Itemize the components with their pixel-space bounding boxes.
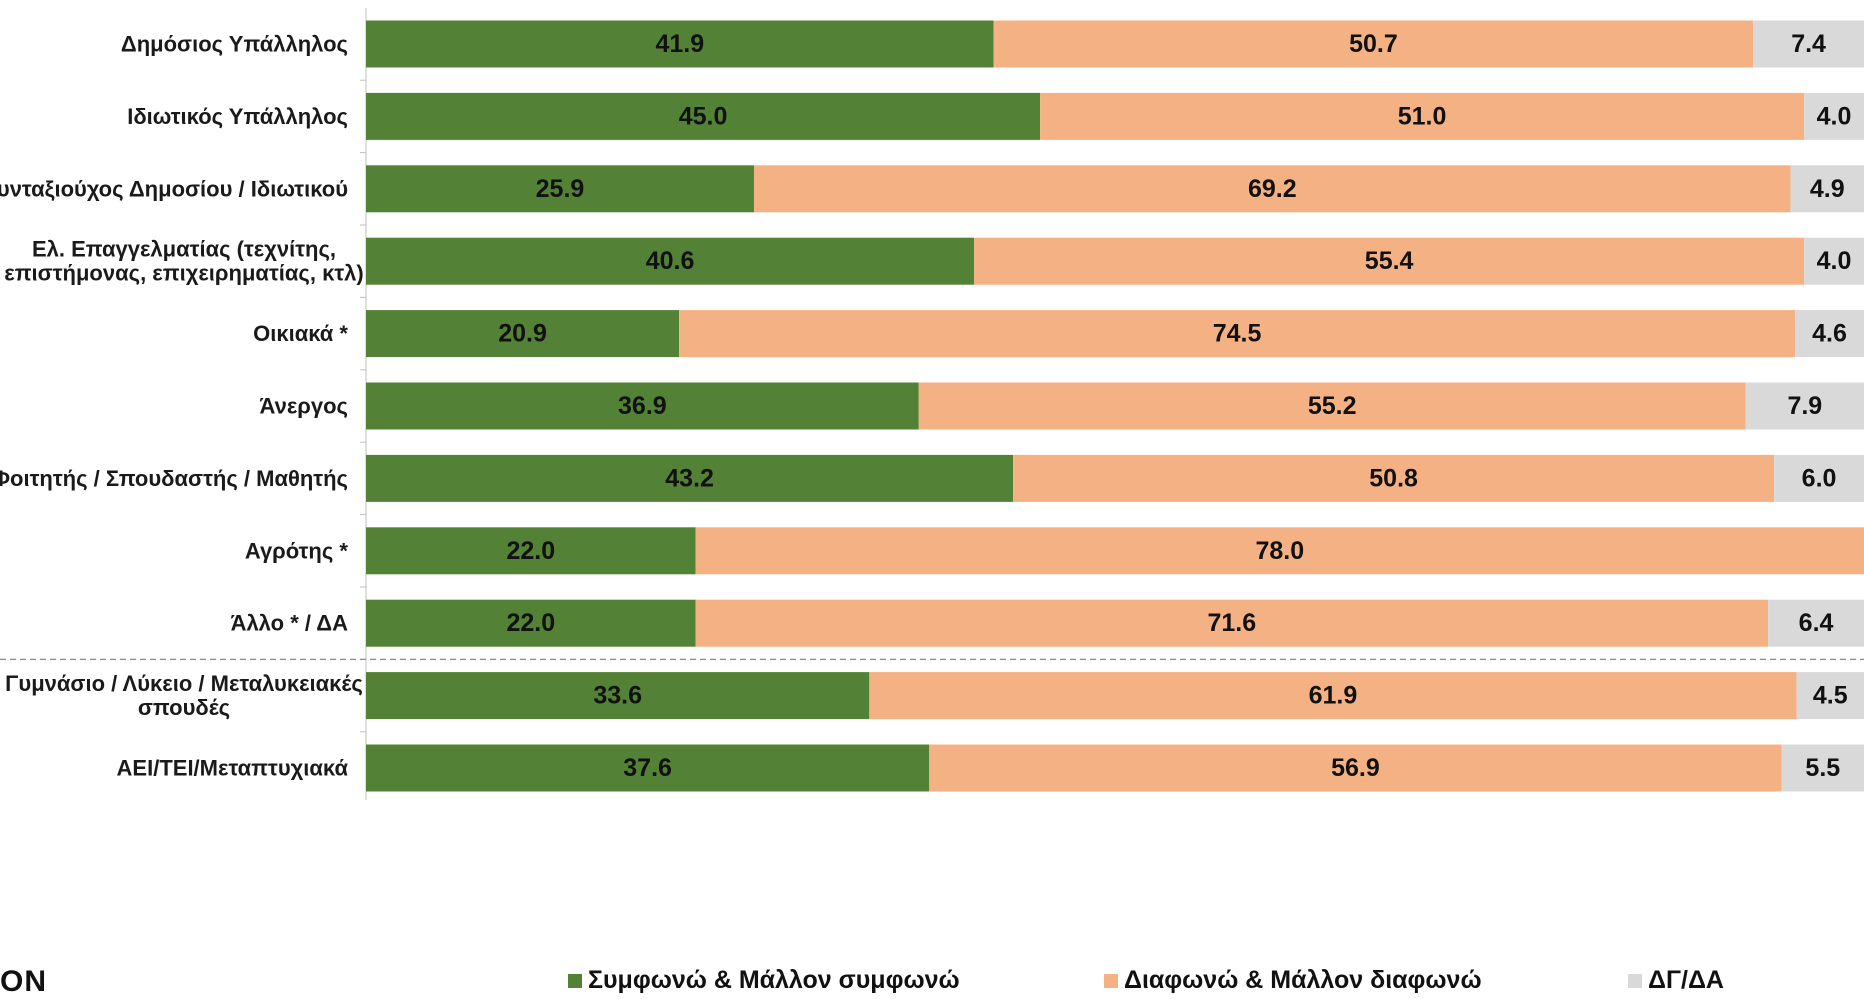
stacked-bar-chart: 41.9 50.7 7.4 45.0 51.0 4.0 25.9 69.2 4.9 40.6 55.… — [0, 8, 1864, 800]
bar-segment-s2-r2 — [1790, 165, 1864, 213]
category-label-8: Άλλο * / ΔΑ — [231, 611, 349, 636]
data-label-s2-r6: 6.0 — [1802, 464, 1837, 492]
bar-segment-s0-r6 — [366, 454, 1014, 502]
bars-layer: 41.9 50.7 7.4 45.0 51.0 4.0 25.9 69.2 4.9 40.6 55.… — [366, 20, 1864, 792]
bar-segment-s1-r6 — [1013, 454, 1775, 502]
bar-segment-s1-r4 — [679, 310, 1796, 358]
bar-segment-s2-r1 — [1804, 92, 1864, 140]
data-label-s1-r4: 74.5 — [1213, 320, 1262, 348]
data-label-s1-r6: 50.8 — [1369, 464, 1418, 492]
data-label-s1-r2: 69.2 — [1248, 175, 1297, 203]
data-label-s2-r5: 7.9 — [1787, 392, 1822, 420]
bar-segment-s1-r1 — [1040, 92, 1805, 140]
data-label-s2-r1: 4.0 — [1817, 102, 1852, 130]
data-label-s2-r0: 7.4 — [1791, 30, 1826, 58]
data-label-s1-r5: 55.2 — [1308, 392, 1357, 420]
legend-item-2: ΔΓ/ΔΑ — [1628, 966, 1724, 995]
bar-segment-s2-r8 — [1768, 599, 1864, 647]
data-label-s2-r4: 4.6 — [1812, 320, 1847, 348]
bar-segment-s0-r3 — [366, 237, 975, 285]
bar-segment-s1-r10 — [929, 744, 1782, 792]
bar-segment-s1-r7 — [695, 527, 1864, 575]
data-label-s1-r8: 71.6 — [1208, 609, 1257, 637]
data-label-s0-r10: 37.6 — [623, 754, 672, 782]
legend-swatch-0 — [568, 973, 582, 988]
data-label-s1-r0: 50.7 — [1349, 30, 1398, 58]
data-label-s0-r2: 25.9 — [536, 175, 585, 203]
bar-segment-s1-r9 — [869, 672, 1797, 720]
data-label-s0-r3: 40.6 — [646, 247, 695, 275]
category-labels: Δημόσιος Υπάλληλος Ιδιωτικός Υπάλληλος Συν… — [0, 32, 364, 781]
data-label-s1-r7: 78.0 — [1255, 537, 1304, 565]
data-label-s2-r3: 4.0 — [1817, 247, 1852, 275]
legend-swatch-2 — [1628, 973, 1642, 988]
bar-segment-s1-r3 — [974, 237, 1805, 285]
category-label-0: Δημόσιος Υπάλληλος — [121, 32, 348, 57]
legend: Συμφωνώ & Μάλλον συμφωνώ Διαφωνώ & Μάλλον… — [0, 960, 1864, 997]
bar-segment-s1-r8 — [695, 599, 1769, 647]
bar-segment-s0-r7 — [366, 527, 696, 575]
bar-segment-s2-r9 — [1796, 672, 1864, 720]
data-label-s2-r9: 4.5 — [1813, 682, 1848, 710]
data-label-s0-r6: 43.2 — [665, 464, 714, 492]
bar-segment-s2-r10 — [1781, 744, 1864, 792]
legend-swatch-1 — [1104, 973, 1118, 988]
legend-label-2: ΔΓ/ΔΑ — [1648, 966, 1724, 994]
bar-segment-s1-r2 — [753, 165, 1791, 213]
data-label-s1-r9: 61.9 — [1309, 682, 1358, 710]
legend-label-0: Συμφωνώ & Μάλλον συμφωνώ — [588, 966, 960, 994]
data-label-s0-r5: 36.9 — [618, 392, 667, 420]
bar-segment-s2-r5 — [1745, 382, 1864, 430]
data-label-s0-r0: 41.9 — [655, 30, 704, 58]
bar-segment-s0-r5 — [366, 382, 919, 430]
legend-item-1: Διαφωνώ & Μάλλον διαφωνώ — [1104, 966, 1482, 995]
category-label-9: Γυμνάσιο / Λύκειο / Μεταλυκειακές σπουδές — [5, 671, 363, 720]
bar-segment-s0-r1 — [366, 92, 1041, 140]
data-label-s1-r1: 51.0 — [1398, 102, 1447, 130]
category-label-4: Οικιακά * — [253, 321, 348, 346]
category-label-10: ΑΕΙ/ΤΕΙ/Μεταπτυχιακά — [117, 756, 349, 781]
bar-segment-s2-r0 — [1753, 20, 1864, 68]
bar-segment-s2-r4 — [1795, 310, 1864, 358]
legend-label-1: Διαφωνώ & Μάλλον διαφωνώ — [1124, 966, 1482, 994]
logo-text: ON — [0, 965, 47, 998]
data-label-s2-r8: 6.4 — [1799, 609, 1834, 637]
bar-segment-s0-r0 — [366, 20, 994, 68]
data-label-s2-r10: 5.5 — [1805, 754, 1840, 782]
data-label-s0-r1: 45.0 — [679, 102, 728, 130]
category-label-1: Ιδιωτικός Υπάλληλος — [127, 104, 348, 129]
bar-segment-s2-r3 — [1804, 237, 1864, 285]
bar-segment-s0-r8 — [366, 599, 696, 647]
data-label-s0-r8: 22.0 — [506, 609, 555, 637]
legend-item-0: Συμφωνώ & Μάλλον συμφωνώ — [568, 966, 960, 995]
data-label-s0-r4: 20.9 — [498, 320, 547, 348]
bar-segment-s0-r2 — [366, 165, 754, 213]
bar-segment-s0-r10 — [366, 744, 930, 792]
data-label-s0-r7: 22.0 — [506, 537, 555, 565]
category-label-7: Αγρότης * — [245, 538, 349, 563]
bar-segment-s1-r5 — [918, 382, 1746, 430]
data-label-s0-r9: 33.6 — [593, 682, 642, 710]
bar-segment-s2-r6 — [1774, 454, 1864, 502]
category-label-2: Συνταξιούχος Δημοσίου / Ιδιωτικού — [0, 176, 348, 201]
data-label-s1-r10: 56.9 — [1331, 754, 1380, 782]
category-label-6: Φοιτητής / Σπουδαστής / Μαθητής — [0, 466, 348, 491]
bar-segment-s0-r9 — [366, 672, 870, 720]
data-label-s2-r2: 4.9 — [1810, 175, 1845, 203]
category-label-3: Ελ. Επαγγελματίας (τεχνίτης, επιστήμονας,… — [4, 237, 363, 286]
bar-segment-s1-r0 — [993, 20, 1754, 68]
category-label-5: Άνεργος — [260, 394, 348, 419]
data-label-s1-r3: 55.4 — [1365, 247, 1414, 275]
bar-segment-s0-r4 — [366, 310, 680, 358]
